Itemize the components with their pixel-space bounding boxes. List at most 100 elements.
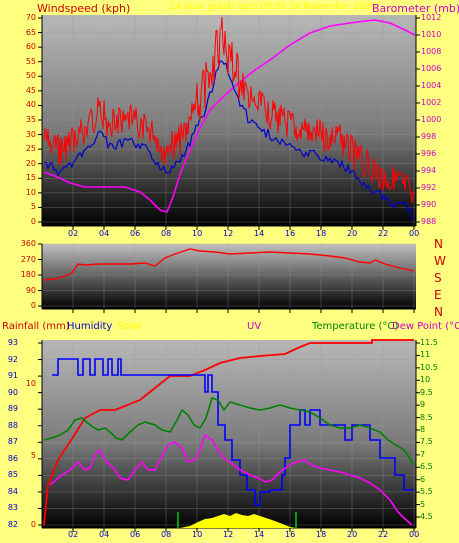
axis-tick-label: 180 — [20, 270, 36, 279]
axis-tick-label: 20 — [25, 158, 36, 168]
axis-tick-label: 9.5 — [420, 387, 433, 397]
time-tick-label: 20 — [347, 530, 358, 539]
compass-direction-label: N — [434, 305, 443, 319]
barometer-line — [43, 19, 416, 213]
axis-tick-label: 5.5 — [420, 487, 433, 497]
wind-direction-line — [43, 248, 415, 281]
rainfall-tick-label: 10 — [25, 379, 36, 388]
axis-tick-label: 1012 — [421, 13, 442, 22]
windspeed-line — [43, 17, 415, 204]
windspeed-average-line — [43, 60, 415, 221]
axis-tick-label: 85 — [7, 470, 18, 480]
time-tick-label: 16 — [285, 229, 296, 238]
time-tick-label: 06 — [130, 530, 141, 539]
time-tick-label: 04 — [99, 530, 110, 539]
bottom-plot-area — [42, 340, 416, 528]
axis-tick-label: 10 — [25, 187, 36, 197]
axis-tick-label: 988 — [421, 217, 437, 226]
rainfall-tick-label: 5 — [30, 451, 36, 460]
dewpoint-line — [49, 433, 413, 526]
temperature-axis-title: Temperature (°C) — [312, 321, 399, 332]
time-tick-label: 14 — [254, 530, 265, 539]
axis-tick-label: 994 — [421, 166, 437, 175]
time-tick-label: 00 — [409, 229, 420, 238]
axis-tick-label: 87 — [7, 437, 18, 447]
axis-tick-label: 40 — [25, 100, 36, 110]
axis-tick-label: 93 — [7, 338, 18, 347]
time-tick-label: 18 — [316, 530, 327, 539]
axis-tick-label: 30 — [25, 129, 36, 139]
axis-tick-label: 1004 — [421, 81, 442, 90]
dewpoint-axis-title: Dew Point (°C) — [392, 321, 459, 332]
time-tick-label: 08 — [161, 229, 172, 238]
axis-tick-label: 7.5 — [420, 437, 433, 447]
axis-tick-label: 1010 — [421, 30, 442, 39]
axis-tick-label: 91 — [7, 371, 18, 381]
time-tick-label: 12 — [223, 229, 234, 238]
axis-tick-label: 5 — [420, 499, 426, 509]
time-tick-label: 02 — [68, 530, 79, 539]
compass-direction-label: E — [434, 288, 442, 302]
axis-tick-label: 10.5 — [420, 362, 438, 372]
time-tick-label: 12 — [223, 530, 234, 539]
uv-markers — [177, 512, 297, 528]
time-tick-label: 06 — [130, 229, 141, 238]
humidity-line — [52, 358, 414, 506]
axis-tick-label: 84 — [7, 486, 18, 496]
axis-tick-label: 90 — [25, 285, 36, 295]
axis-tick-label: 89 — [7, 404, 18, 414]
axis-tick-label: 990 — [421, 200, 437, 209]
axis-tick-label: 50 — [25, 71, 36, 81]
compass-direction-label: W — [434, 254, 446, 268]
time-tick-label: 20 — [347, 229, 358, 238]
axis-tick-label: 1000 — [421, 115, 442, 124]
rainfall-axis-title: Rainfall (mm) — [2, 321, 70, 332]
barometer-axis-title: Barometer (mb) — [372, 2, 459, 15]
axis-tick-label: 11.5 — [420, 338, 438, 347]
graph-subtitle: 24 hour graph upto 00:00 16 November 200… — [170, 2, 377, 12]
axis-tick-label: 270 — [20, 254, 36, 264]
axis-tick-label: 1002 — [421, 98, 442, 107]
axis-tick-label: 55 — [25, 56, 36, 66]
axis-tick-label: 6 — [420, 474, 426, 484]
time-tick-label: 02 — [68, 229, 79, 238]
axis-tick-label: 86 — [7, 453, 18, 463]
axis-tick-label: 8.5 — [420, 412, 433, 422]
time-tick-label: 14 — [254, 229, 265, 238]
axis-tick-label: 92 — [7, 354, 18, 364]
time-tick-label: 08 — [161, 530, 172, 539]
axis-tick-label: 8 — [420, 425, 426, 434]
time-tick-label: 00 — [409, 530, 420, 539]
middle-plot-area — [42, 244, 416, 309]
rainfall-line — [43, 339, 414, 526]
uv-axis-title: UV — [247, 321, 262, 332]
windspeed-axis-title: Windspeed (kph) — [37, 2, 131, 15]
compass-direction-label: N — [434, 237, 443, 251]
time-tick-label: 04 — [99, 229, 110, 238]
axis-tick-label: 90 — [7, 387, 18, 397]
axis-tick-label: 5 — [30, 202, 36, 212]
time-tick-label: 18 — [316, 229, 327, 238]
axis-tick-label: 9 — [420, 400, 426, 410]
axis-tick-label: 83 — [7, 503, 18, 513]
axis-tick-label: 1006 — [421, 64, 442, 73]
axis-tick-label: 82 — [7, 520, 18, 529]
time-tick-label: 16 — [285, 530, 296, 539]
axis-tick-label: 4.5 — [420, 512, 433, 521]
humidity-axis-title: Humidity — [67, 321, 113, 332]
axis-tick-label: 45 — [25, 85, 36, 95]
axis-tick-label: 60 — [25, 42, 36, 52]
axis-tick-label: 996 — [421, 149, 437, 158]
time-tick-label: 22 — [378, 229, 389, 238]
axis-tick-label: 7 — [420, 449, 426, 459]
axis-tick-label: 35 — [25, 115, 36, 124]
axis-tick-label: 1008 — [421, 47, 442, 56]
solar-area — [180, 513, 296, 528]
axis-tick-label: 360 — [20, 239, 36, 248]
axis-tick-label: 70 — [25, 13, 36, 22]
axis-tick-label: 11 — [420, 350, 431, 360]
axis-tick-label: 0 — [30, 217, 36, 226]
time-tick-label: 22 — [378, 530, 389, 539]
axis-tick-label: 25 — [25, 144, 36, 154]
